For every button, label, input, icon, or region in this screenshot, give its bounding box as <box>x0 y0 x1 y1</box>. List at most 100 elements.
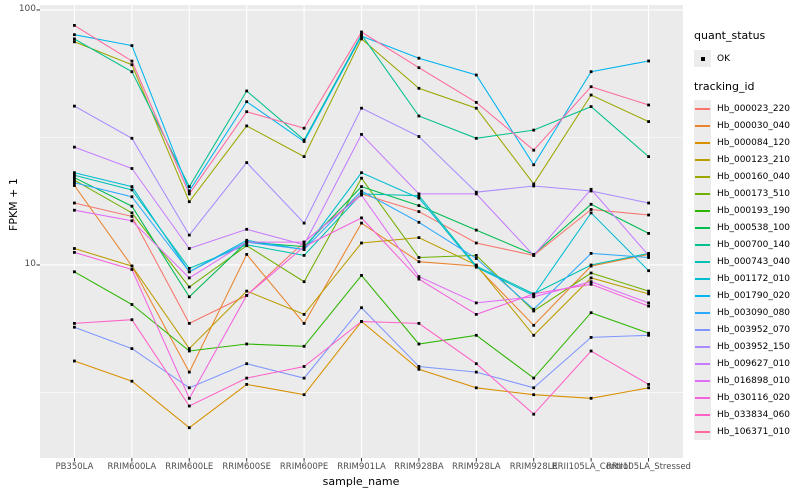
data-point <box>417 277 421 281</box>
data-point <box>589 276 593 280</box>
line-swatch <box>695 295 710 297</box>
data-point <box>245 383 249 386</box>
line-key-icon <box>694 151 711 168</box>
legend-item-label: Hb_000538_100 <box>717 222 791 233</box>
legend-item-label: Hb_106371_010 <box>717 426 791 437</box>
data-point <box>73 24 76 27</box>
legend-item-Hb_030116_020: Hb_030116_020 <box>694 389 800 406</box>
data-point <box>647 292 650 296</box>
data-point <box>130 188 134 192</box>
data-point <box>417 194 421 198</box>
data-point <box>417 367 421 371</box>
data-point <box>73 201 76 205</box>
data-point <box>73 40 76 44</box>
data-point <box>647 289 650 293</box>
legend-item-label: Hb_000084_120 <box>717 137 791 148</box>
data-point <box>474 254 478 257</box>
data-point <box>73 184 76 187</box>
line-swatch <box>695 414 710 416</box>
data-point <box>417 56 421 60</box>
data-point <box>417 236 421 239</box>
data-point <box>532 307 536 311</box>
line-key-icon <box>694 304 711 321</box>
data-point <box>474 265 478 269</box>
x-tick-label: RRIM600SE <box>222 462 271 472</box>
legend-item-label: Hb_001790_020 <box>717 290 791 301</box>
data-point <box>302 344 306 348</box>
legend-item-Hb_000084_120: Hb_000084_120 <box>694 134 800 151</box>
data-point <box>245 294 249 297</box>
data-point <box>589 105 593 108</box>
data-point <box>417 220 421 224</box>
data-point <box>647 331 650 335</box>
legend-item-label: Hb_000173_510 <box>717 188 791 199</box>
line-key-icon <box>694 406 711 423</box>
data-point <box>532 376 536 380</box>
line-key-icon <box>694 236 711 253</box>
data-point <box>417 256 421 259</box>
data-point <box>589 211 593 215</box>
data-point <box>647 304 650 308</box>
data-point <box>245 253 249 256</box>
legend-item-Hb_016898_010: Hb_016898_010 <box>694 372 800 389</box>
data-point <box>647 301 650 305</box>
data-point <box>647 383 650 386</box>
data-point <box>187 396 191 400</box>
data-point <box>417 86 421 90</box>
data-point <box>302 140 306 143</box>
data-point <box>417 114 421 118</box>
data-point <box>417 192 421 196</box>
data-point <box>130 219 134 223</box>
data-point <box>360 320 363 323</box>
data-point <box>647 59 650 63</box>
data-point <box>589 187 593 191</box>
data-point <box>302 155 306 158</box>
data-point <box>589 93 593 97</box>
data-point <box>647 120 650 123</box>
data-point <box>360 176 363 180</box>
data-point <box>647 269 650 273</box>
line-key-icon <box>694 372 711 389</box>
legend-item-label: Hb_009627_010 <box>717 358 791 369</box>
data-point <box>302 138 306 142</box>
data-point <box>474 362 478 366</box>
line-key-icon <box>694 355 711 372</box>
line-swatch <box>695 380 710 382</box>
data-point <box>73 178 76 182</box>
data-point <box>589 85 593 89</box>
data-point <box>417 365 421 368</box>
legend-item-Hb_000030_040: Hb_000030_040 <box>694 117 800 134</box>
data-point <box>302 376 306 380</box>
data-point <box>532 393 536 397</box>
data-point <box>589 70 593 74</box>
data-point <box>360 241 363 245</box>
line-swatch <box>695 261 710 263</box>
data-point <box>187 192 191 196</box>
data-point <box>187 295 191 299</box>
data-point <box>245 161 249 164</box>
x-tick-label: RRIM600LE <box>165 462 214 472</box>
data-point <box>130 204 134 208</box>
data-point <box>130 195 134 199</box>
legend-item-label: Hb_000023_220 <box>717 103 791 114</box>
line-key-icon <box>694 270 711 287</box>
legend-item-ok: OK <box>694 50 800 67</box>
line-swatch <box>695 244 710 246</box>
data-point <box>245 89 249 93</box>
legend-item-label: Hb_000193_190 <box>717 205 791 216</box>
data-point <box>360 30 363 34</box>
data-point <box>187 189 191 193</box>
data-point <box>532 295 536 299</box>
data-point <box>130 211 134 215</box>
data-point <box>73 104 76 108</box>
line-swatch <box>695 397 710 399</box>
data-point <box>130 70 134 74</box>
data-point <box>360 171 363 175</box>
data-point <box>130 63 134 67</box>
data-point <box>474 386 478 390</box>
data-point <box>647 201 650 205</box>
line-swatch <box>695 346 710 348</box>
data-point <box>474 136 478 140</box>
data-point <box>302 248 306 251</box>
data-point <box>187 270 191 274</box>
